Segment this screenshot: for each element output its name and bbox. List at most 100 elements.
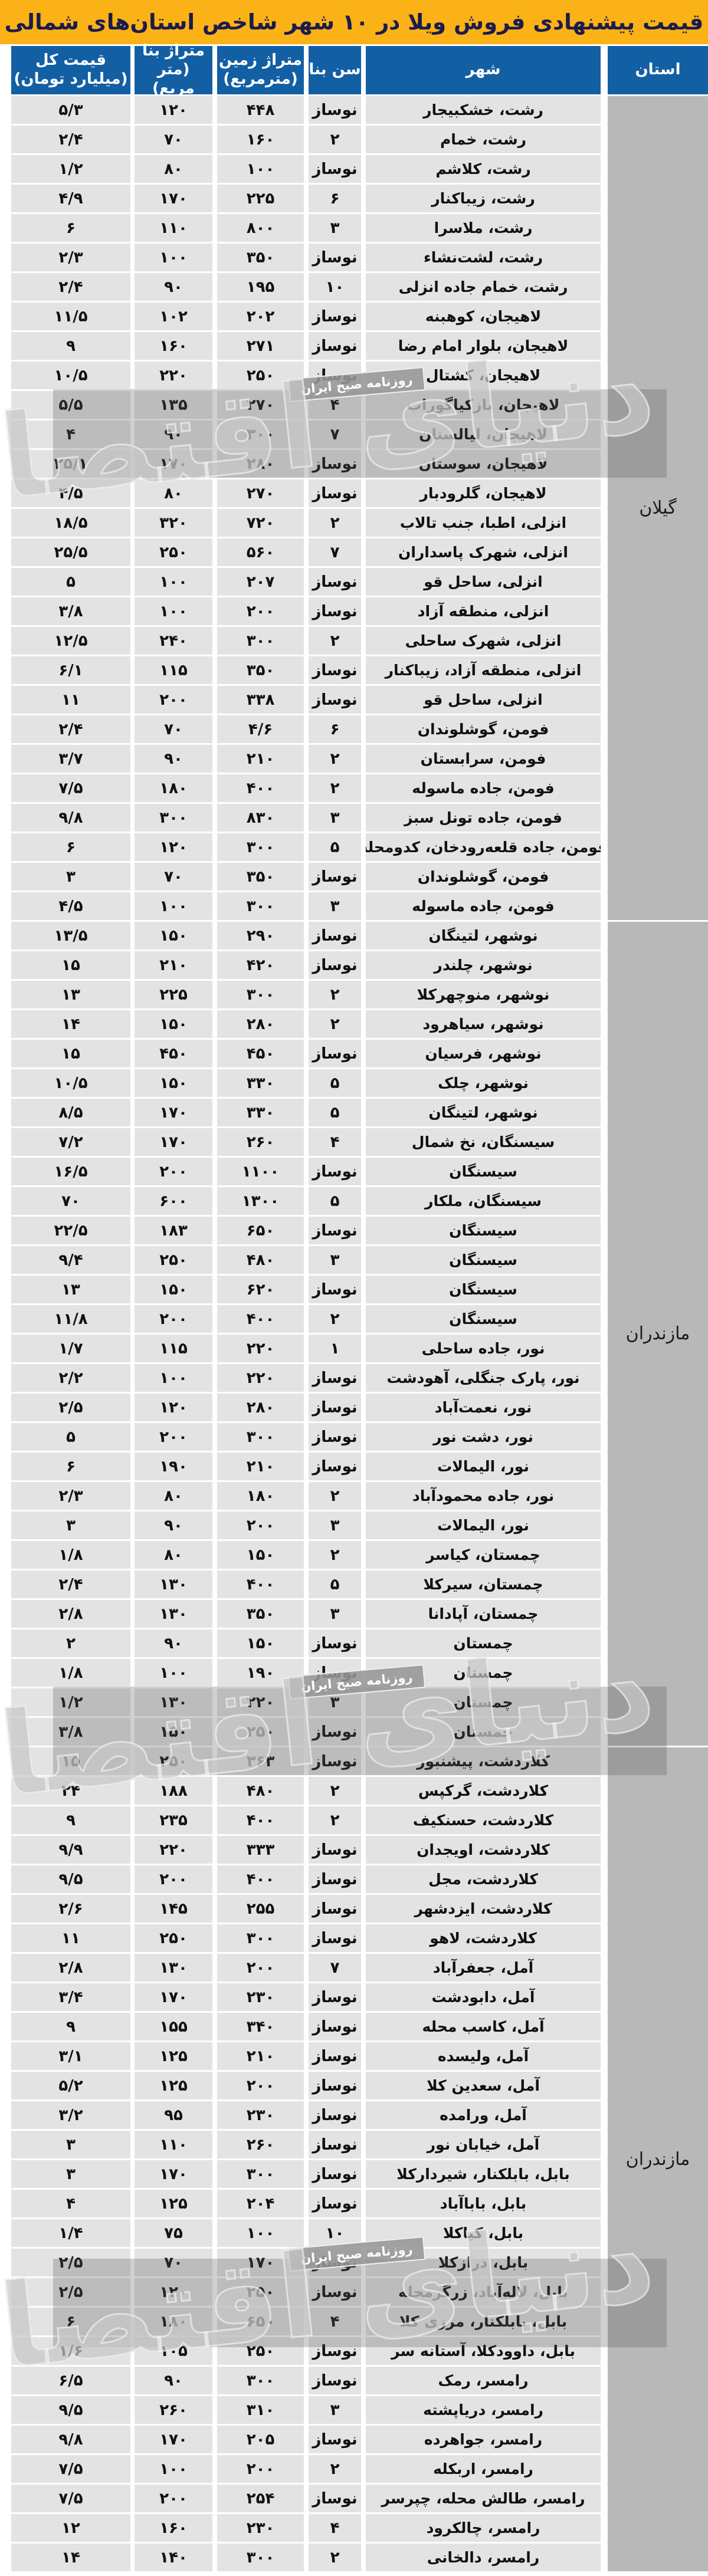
city-cell: رشت، زیباکنار <box>366 185 601 212</box>
table-row: لاهیجان، سوستان نوساز ۲۸۰ ۱۷۰ ۲۵/۱ <box>0 450 601 478</box>
building-area-cell: ۱۴۰ <box>135 2544 212 2571</box>
table-row: آمل، ورامده نوساز ۲۳۰ ۹۵ ۳/۲ <box>0 2101 601 2129</box>
land-area-cell: ۲۰۰ <box>217 2072 304 2099</box>
table-row: فومن، سرابستان ۲ ۲۱۰ ۹۰ ۳/۷ <box>0 745 601 773</box>
building-area-cell: ۱۵۰ <box>135 1718 212 1746</box>
building-area-cell: ۱۱۰ <box>135 2131 212 2158</box>
table-row: کلاردشت، حسنکیف ۲ ۴۰۰ ۲۳۵ ۹ <box>0 1806 601 1834</box>
age-cell: ۳ <box>309 1246 361 1274</box>
price-cell: ۱۵ <box>11 951 130 979</box>
table-row: آمل، دابودشت نوساز ۲۳۰ ۱۷۰ ۳/۴ <box>0 1983 601 2011</box>
table-row: سیسنگان نوساز ۶۲۰ ۱۵۰ ۱۳ <box>0 1276 601 1303</box>
table-header: استان شهر سن بنا متراژ زمین (مترمربع) مت… <box>0 42 708 97</box>
land-area-cell: ۳۵۰ <box>217 244 304 271</box>
price-cell: ۱۱/۵ <box>11 303 130 330</box>
city-cell: نور، الیمالات <box>366 1453 601 1480</box>
land-area-cell: ۱۰۰ <box>217 2219 304 2247</box>
age-cell: نوساز <box>309 1659 361 1687</box>
age-cell: ۶ <box>309 185 361 212</box>
age-cell: ۱۰ <box>309 2219 361 2247</box>
building-area-cell: ۱۲۵ <box>135 2072 212 2099</box>
age-cell: نوساز <box>309 1747 361 1775</box>
table-row: سیسنگان ۳ ۴۸۰ ۲۵۰ ۹/۴ <box>0 1246 601 1274</box>
land-area-cell: ۴۰۰ <box>217 1865 304 1893</box>
building-area-cell: ۱۱۵ <box>135 1335 212 1362</box>
building-area-cell: ۱۸۰ <box>135 2308 212 2335</box>
table-row: بابل، کیاکلا ۱۰ ۱۰۰ ۷۵ ۱/۴ <box>0 2219 601 2247</box>
table-body: گیلان رشت، خشکبیجار نوساز ۴۴۸ ۱۲۰ ۵/۳ رشت، خما… <box>0 96 708 2571</box>
table-row: چمستان نوساز ۱۹۰ ۱۰۰ ۱/۸ <box>0 1659 601 1687</box>
header-city-label: شهر <box>466 61 501 79</box>
city-cell: آمل، کاسب محله <box>366 2013 601 2041</box>
table-row: چمستان، سیرکلا ۵ ۴۰۰ ۱۳۰ ۲/۴ <box>0 1570 601 1598</box>
price-cell: ۳/۴ <box>11 1983 130 2011</box>
city-cell: لاهیجان، کوهبنه <box>366 303 601 330</box>
table-row: چمستان، کیاسر ۲ ۱۵۰ ۸۰ ۱/۸ <box>0 1541 601 1569</box>
building-area-cell: ۳۲۰ <box>135 509 212 537</box>
price-cell: ۱۱ <box>11 1924 130 1952</box>
building-area-cell: ۲۲۰ <box>135 1836 212 1864</box>
city-cell: سیسنگان، ملکار <box>366 1187 601 1215</box>
price-cell: ۱۳ <box>11 1276 130 1303</box>
price-cell: ۷/۵ <box>11 2455 130 2483</box>
age-cell: نوساز <box>309 2426 361 2453</box>
land-area-cell: ۲۵۴ <box>217 2485 304 2512</box>
land-area-cell: ۳۵۰ <box>217 1600 304 1628</box>
table-row: چمستان ۳ ۲۲۰ ۱۳۰ ۱/۲ <box>0 1688 601 1716</box>
price-cell: ۳ <box>11 2160 130 2188</box>
building-area-cell: ۱۳۵ <box>135 391 212 419</box>
land-area-cell: ۲۵۰ <box>217 1718 304 1746</box>
table-row: فومن، جاده قلعه‌رودخان، کدومحله ۵ ۳۰۰ ۱۲۰ ۶ <box>0 833 601 861</box>
header-total-price-line1: قیمت کل <box>35 51 106 70</box>
building-area-cell: ۱۵۰ <box>135 922 212 949</box>
building-area-cell: ۱۲۰ <box>135 96 212 124</box>
building-area-cell: ۱۰۰ <box>135 2455 212 2483</box>
table-row: بابل، لاله‌آباد، زرگرمحله نوساز ۲۵۰ ۱۲۰ ۲/۵ <box>0 2278 601 2306</box>
city-cell: آمل، خیابان نور <box>366 2131 601 2158</box>
age-cell: ۲ <box>309 1541 361 1569</box>
age-cell: نوساز <box>309 1718 361 1746</box>
table-row: رامسر، طالش محله، چپرسر نوساز ۲۵۴ ۲۰۰ ۷/۵ <box>0 2485 601 2512</box>
table-row: نور، دشت نور نوساز ۳۰۰ ۲۰۰ ۵ <box>0 1423 601 1451</box>
header-city: شهر <box>366 46 601 94</box>
building-area-cell: ۹۰ <box>135 745 212 773</box>
table-row: لاهیجان، گلرودبار نوساز ۲۷۰ ۸۰ ۴/۵ <box>0 479 601 507</box>
city-cell: آمل، جعفرآباد <box>366 1954 601 1982</box>
land-area-cell: ۱۵۰ <box>217 1541 304 1569</box>
age-cell: نوساز <box>309 1983 361 2011</box>
age-cell: ۱۰ <box>309 273 361 301</box>
land-area-cell: ۲۸۰ <box>217 450 304 478</box>
price-cell: ۲۴ <box>11 1777 130 1805</box>
group-rows: رشت، خشکبیجار نوساز ۴۴۸ ۱۲۰ ۵/۳ رشت، خمام ۲ ۱۶۰… <box>0 96 601 920</box>
age-cell: ۵ <box>309 1570 361 1598</box>
building-area-cell: ۲۲۵ <box>135 981 212 1008</box>
price-cell: ۸/۵ <box>11 1099 130 1126</box>
building-area-cell: ۱۷۰ <box>135 1983 212 2011</box>
land-area-cell: ۲۶۰ <box>217 2131 304 2158</box>
price-cell: ۷/۵ <box>11 2485 130 2512</box>
table-row: رامسر، دالخانی ۲ ۳۰۰ ۱۴۰ ۱۴ <box>0 2544 601 2571</box>
land-area-cell: ۸۳۰ <box>217 804 304 832</box>
land-area-cell: ۱۶۰ <box>217 126 304 153</box>
price-cell: ۳/۲ <box>11 2101 130 2129</box>
building-area-cell: ۲۰۰ <box>135 1865 212 1893</box>
land-area-cell: ۲۰۰ <box>217 2455 304 2483</box>
land-area-cell: ۲۶۰ <box>217 1128 304 1156</box>
age-cell: نوساز <box>309 2249 361 2276</box>
table-row: نوشهر، چلندر نوساز ۴۲۰ ۲۱۰ ۱۵ <box>0 951 601 979</box>
land-area-cell: ۴۰۰ <box>217 1806 304 1834</box>
price-cell: ۴ <box>11 2190 130 2217</box>
building-area-cell: ۸۰ <box>135 479 212 507</box>
price-cell: ۳ <box>11 1512 130 1539</box>
age-cell: ۷ <box>309 538 361 566</box>
land-area-cell: ۶۲۰ <box>217 1276 304 1303</box>
building-area-cell: ۱۰۲ <box>135 303 212 330</box>
land-area-cell: ۳۰۰ <box>217 981 304 1008</box>
price-cell: ۹/۸ <box>11 2426 130 2453</box>
header-province: استان <box>608 46 708 94</box>
price-cell: ۲/۴ <box>11 273 130 301</box>
land-area-cell: ۸۰۰ <box>217 214 304 242</box>
table-row: رشت، خشکبیجار نوساز ۴۴۸ ۱۲۰ ۵/۳ <box>0 96 601 124</box>
table-row: رشت، خمام ۲ ۱۶۰ ۷۰ ۲/۴ <box>0 126 601 153</box>
land-area-cell: ۲۲۰ <box>217 1335 304 1362</box>
